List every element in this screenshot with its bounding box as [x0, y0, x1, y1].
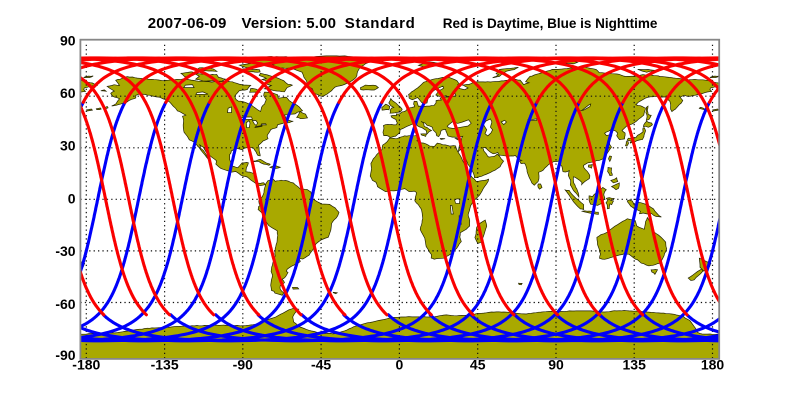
svg-text:-90: -90: [233, 356, 253, 372]
svg-text:-180: -180: [72, 356, 100, 372]
svg-text:2007-06-09: 2007-06-09: [148, 15, 227, 32]
svg-text:45: 45: [470, 356, 486, 372]
svg-text:-30: -30: [55, 243, 75, 259]
svg-text:90: 90: [60, 32, 76, 48]
svg-text:0: 0: [68, 191, 76, 207]
svg-text:Version: 5.00: Version: 5.00: [242, 15, 337, 32]
svg-text:-90: -90: [55, 347, 75, 363]
svg-text:-135: -135: [151, 356, 179, 372]
svg-text:135: 135: [623, 356, 647, 372]
svg-text:180: 180: [701, 356, 725, 372]
svg-text:30: 30: [60, 137, 76, 153]
svg-text:0: 0: [396, 356, 404, 372]
svg-text:-60: -60: [55, 296, 75, 312]
svg-text:Red is Daytime, Blue is Nightt: Red is Daytime, Blue is Nighttime: [443, 16, 658, 31]
svg-text:Standard: Standard: [345, 15, 416, 32]
svg-text:90: 90: [548, 356, 564, 372]
svg-text:-45: -45: [311, 356, 331, 372]
svg-text:60: 60: [60, 85, 76, 101]
